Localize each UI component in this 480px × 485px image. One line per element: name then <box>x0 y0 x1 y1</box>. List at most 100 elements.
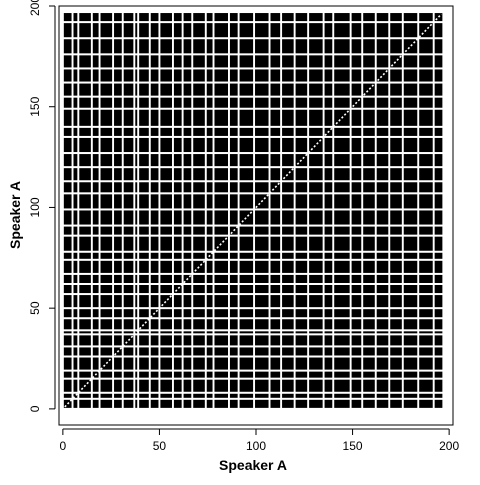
recurrence-block <box>363 379 375 392</box>
recurrence-block <box>173 194 182 209</box>
recurrence-block <box>434 379 443 392</box>
recurrence-block <box>160 55 172 68</box>
recurrence-block <box>351 182 362 193</box>
recurrence-block <box>403 285 418 294</box>
recurrence-block <box>123 127 134 136</box>
recurrence-block <box>135 55 138 68</box>
recurrence-block <box>160 13 172 22</box>
recurrence-block <box>123 331 134 334</box>
recurrence-block <box>239 295 254 308</box>
recurrence-block <box>363 295 375 308</box>
recurrence-block <box>206 393 213 398</box>
recurrence-block <box>239 260 254 273</box>
recurrence-block <box>150 13 159 22</box>
recurrence-block <box>92 357 99 370</box>
recurrence-block <box>214 194 228 209</box>
recurrence-block <box>351 393 362 398</box>
recurrence-block <box>183 347 192 356</box>
recurrence-block <box>214 335 228 346</box>
identity-diagonal <box>64 13 442 408</box>
plot-frame <box>58 5 454 426</box>
recurrence-block <box>403 97 418 108</box>
recurrence-block <box>403 331 418 334</box>
recurrence-block <box>79 226 91 235</box>
recurrence-block <box>229 83 238 96</box>
recurrence-block <box>255 210 269 225</box>
recurrence-block <box>255 309 269 318</box>
recurrence-block <box>419 55 433 68</box>
recurrence-block <box>309 55 323 68</box>
recurrence-block <box>239 97 254 108</box>
recurrence-block <box>434 194 443 209</box>
recurrence-block <box>114 226 122 235</box>
recurrence-block <box>206 379 213 392</box>
recurrence-block <box>73 182 78 193</box>
recurrence-block <box>173 55 182 68</box>
recurrence-block <box>270 55 281 68</box>
recurrence-block <box>73 13 78 22</box>
recurrence-block <box>270 309 281 318</box>
recurrence-block <box>114 309 122 318</box>
recurrence-block <box>255 319 269 330</box>
recurrence-block <box>419 331 433 334</box>
recurrence-block <box>139 285 149 294</box>
recurrence-block <box>139 194 149 209</box>
recurrence-block <box>270 285 281 294</box>
recurrence-block <box>309 23 323 38</box>
recurrence-block <box>255 274 269 283</box>
recurrence-block <box>363 371 375 378</box>
recurrence-block <box>239 13 254 22</box>
recurrence-block <box>419 182 433 193</box>
recurrence-block <box>79 194 91 209</box>
recurrence-block <box>239 23 254 38</box>
recurrence-block <box>239 331 254 334</box>
recurrence-block <box>206 210 213 225</box>
recurrence-block <box>324 335 333 346</box>
recurrence-block <box>434 252 443 259</box>
recurrence-block <box>100 168 113 181</box>
recurrence-block <box>351 319 362 330</box>
x-tick-label: 100 <box>246 439 266 453</box>
recurrence-block <box>376 357 389 370</box>
recurrence-block <box>390 13 402 22</box>
recurrence-block <box>334 331 350 334</box>
recurrence-block <box>114 13 122 22</box>
recurrence-block <box>135 226 138 235</box>
recurrence-block <box>114 154 122 167</box>
recurrence-block <box>135 274 138 283</box>
recurrence-block <box>419 109 433 126</box>
recurrence-block <box>403 335 418 346</box>
recurrence-block <box>150 194 159 209</box>
recurrence-block <box>183 97 192 108</box>
recurrence-block <box>295 97 308 108</box>
recurrence-block <box>324 347 333 356</box>
recurrence-block <box>114 137 122 153</box>
recurrence-block <box>390 194 402 209</box>
recurrence-block <box>160 127 172 136</box>
recurrence-block <box>123 309 134 318</box>
recurrence-block <box>434 23 443 38</box>
recurrence-block <box>206 371 213 378</box>
recurrence-block <box>282 13 294 22</box>
recurrence-block <box>173 371 182 378</box>
recurrence-block <box>376 137 389 153</box>
x-tick-label: 0 <box>60 439 67 453</box>
recurrence-block <box>376 319 389 330</box>
recurrence-block <box>123 260 134 273</box>
recurrence-block <box>351 154 362 167</box>
recurrence-block <box>150 69 159 82</box>
recurrence-block <box>255 399 269 408</box>
recurrence-block <box>63 252 72 259</box>
recurrence-block <box>160 260 172 273</box>
recurrence-block <box>63 83 72 96</box>
recurrence-block <box>403 347 418 356</box>
recurrence-block <box>139 127 149 136</box>
recurrence-block <box>390 39 402 54</box>
recurrence-block <box>295 335 308 346</box>
recurrence-block <box>206 127 213 136</box>
recurrence-block <box>160 335 172 346</box>
recurrence-block <box>229 331 238 334</box>
recurrence-block <box>100 309 113 318</box>
recurrence-block <box>351 309 362 318</box>
recurrence-block <box>79 295 91 308</box>
